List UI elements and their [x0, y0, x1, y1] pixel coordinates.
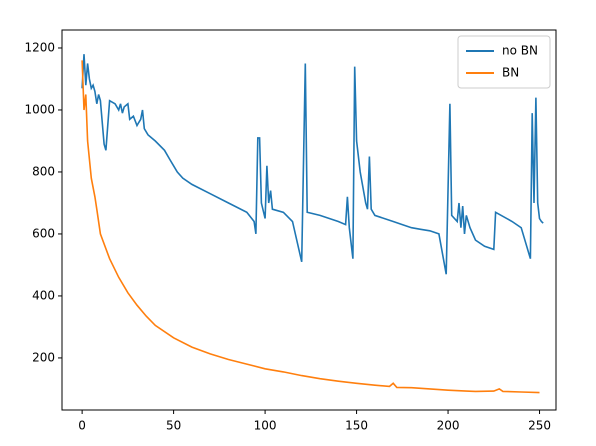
y-tick-label: 200	[32, 350, 55, 364]
line-series	[81, 54, 544, 275]
y-tick-label: 600	[32, 226, 55, 240]
y-tick-label: 1000	[24, 102, 55, 116]
line-series	[81, 60, 540, 394]
legend-label: no BN	[502, 44, 538, 58]
x-tick-label: 250	[528, 419, 551, 433]
x-tick-label: 150	[345, 419, 368, 433]
legend-box	[457, 35, 551, 89]
y-tick-label: 400	[32, 288, 55, 302]
plot-frame	[61, 29, 557, 411]
x-tick-label: 50	[166, 419, 181, 433]
x-tick-label: 0	[78, 419, 86, 433]
x-tick-label: 100	[254, 419, 277, 433]
y-tick-label: 800	[32, 164, 55, 178]
y-tick-label: 1200	[24, 40, 55, 54]
plot-area	[62, 30, 556, 410]
legend-label: BN	[502, 66, 519, 80]
x-tick-label: 200	[437, 419, 460, 433]
